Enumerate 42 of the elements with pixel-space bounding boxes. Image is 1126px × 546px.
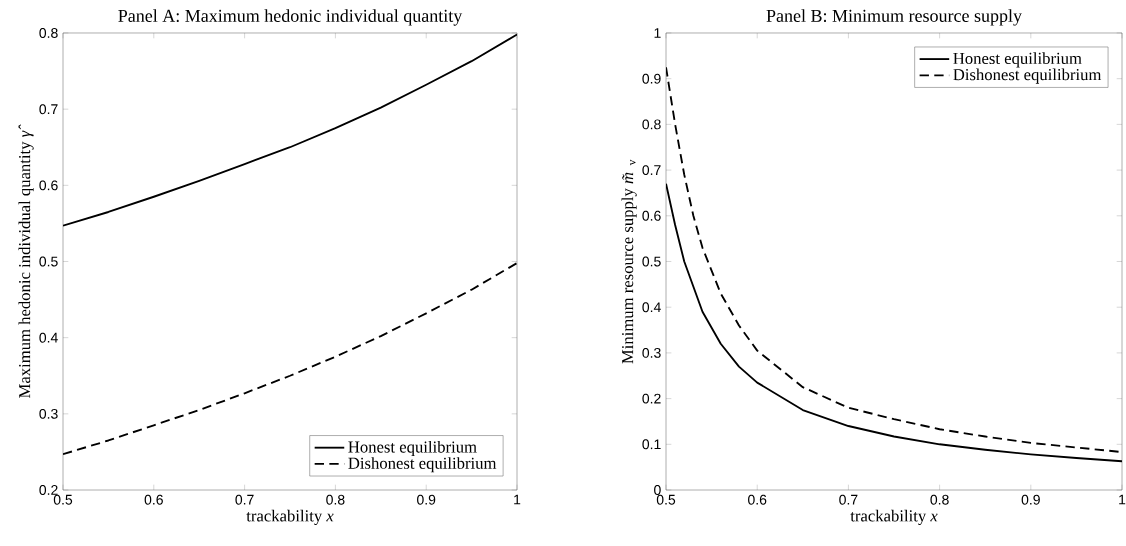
- y-tick-label: 0.3: [39, 408, 58, 419]
- y-tick-label: 0.4: [39, 332, 58, 343]
- y-tick-label: 0.6: [39, 180, 58, 191]
- line-series: [666, 182, 1123, 463]
- x-axis-title: trackability x: [246, 509, 334, 525]
- legend-label: Dishonest equilibrium: [953, 68, 1102, 84]
- x-axis-title: trackability x: [850, 509, 938, 525]
- x-tick-label: 0.9: [417, 494, 436, 505]
- chart-title: Panel A: Maximum hedonic individual quantity: [118, 9, 463, 26]
- y-tick-label: 1: [654, 28, 661, 38]
- y-tick-label: 0.5: [642, 256, 661, 267]
- y-tick-label: 0.5: [39, 256, 58, 267]
- x-tick-label: 0.6: [144, 494, 163, 505]
- y-tick-label: 0.6: [642, 210, 661, 221]
- legend-label: Honest equilibrium: [953, 52, 1082, 68]
- x-tick-label: 0.8: [930, 494, 949, 505]
- y-axis-title: Minimum resource supply m̃$_{v}$: [621, 159, 637, 364]
- y-tick-label: 0.8: [39, 28, 58, 38]
- y-tick-label: 0.3: [642, 347, 661, 358]
- x-tick-label: 0.5: [53, 494, 73, 505]
- y-tick-label: 0: [654, 485, 661, 495]
- y-tick-label: 0.9: [642, 73, 661, 84]
- chart-title: Panel B: Minimum resource supply: [766, 9, 1022, 26]
- x-tick-label: 1: [514, 494, 521, 505]
- y-tick-label: 0.2: [39, 485, 58, 495]
- y-tick-label: 0.7: [39, 104, 58, 115]
- x-tick-label: 0.7: [235, 494, 254, 505]
- x-tick-label: 0.6: [748, 494, 767, 505]
- y-axis-title: Maximum hedonic individual quantity γ̂: [18, 124, 34, 398]
- x-tick-label: 0.9: [1021, 494, 1040, 505]
- y-tick-label: 0.2: [642, 393, 661, 404]
- line-series: [63, 262, 518, 456]
- x-tick-label: 1: [1119, 494, 1126, 505]
- y-tick-label: 0.1: [642, 439, 661, 450]
- line-series: [63, 33, 518, 227]
- x-tick-label: 0.7: [839, 494, 858, 505]
- y-tick-label: 0.8: [642, 119, 661, 130]
- legend-label: Dishonest equilibrium: [348, 457, 497, 473]
- x-tick-label: 0.8: [326, 494, 345, 505]
- y-tick-label: 0.7: [642, 165, 661, 176]
- y-tick-label: 0.4: [642, 302, 661, 313]
- legend-label: Honest equilibrium: [348, 440, 477, 457]
